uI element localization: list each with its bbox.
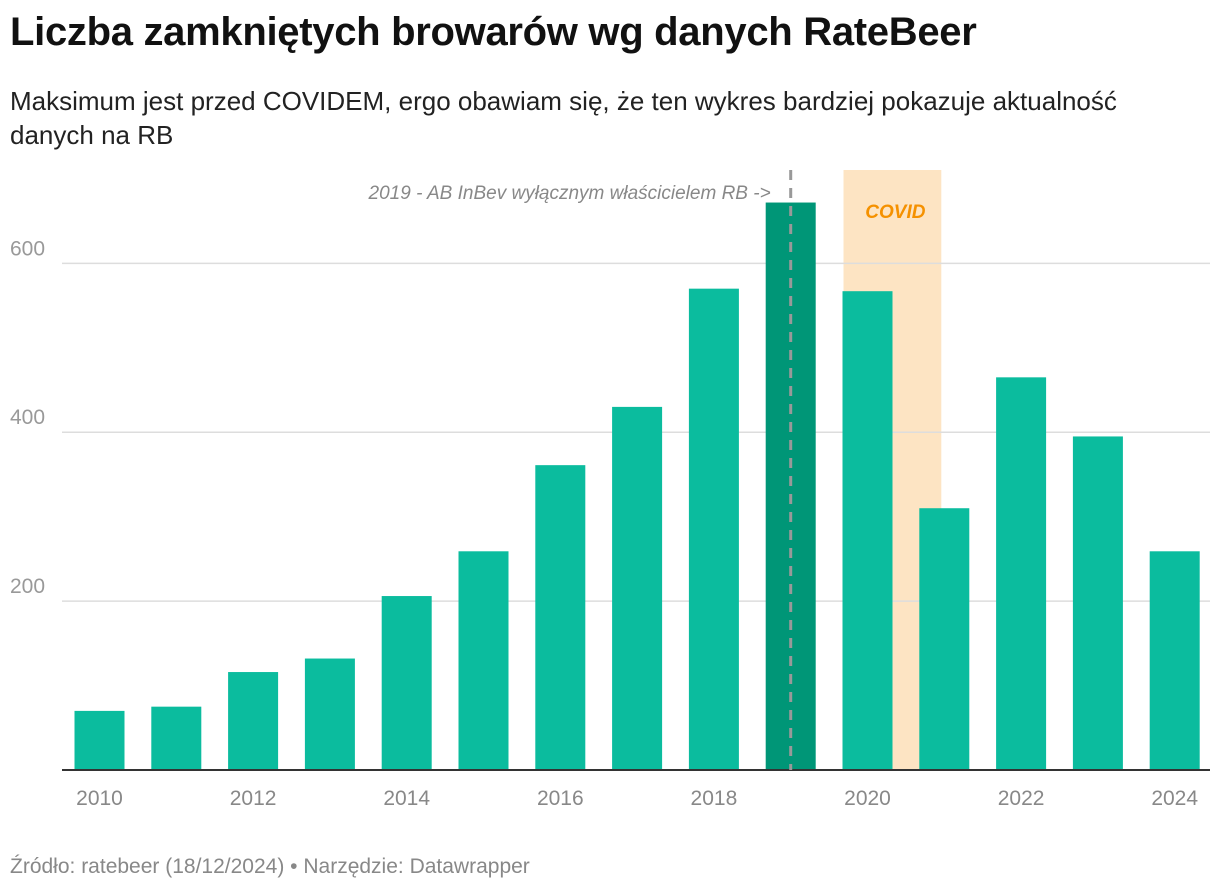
x-tick-label: 2020 — [844, 787, 891, 810]
x-tick-label: 2016 — [537, 787, 584, 810]
y-tick-label: 600 — [10, 237, 45, 260]
x-tick-label: 2010 — [76, 787, 123, 810]
x-tick-label: 2012 — [230, 787, 277, 810]
bar-2022 — [996, 377, 1047, 770]
bar-2013 — [304, 658, 355, 770]
bar-2023 — [1072, 436, 1123, 770]
x-tick-label: 2014 — [383, 787, 430, 810]
bar-2015 — [458, 551, 509, 770]
bar-2014 — [381, 596, 432, 770]
bar-2020 — [842, 291, 893, 770]
covid-annotation: COVID — [865, 202, 925, 223]
y-tick-label: 200 — [10, 575, 45, 598]
x-tick-label: 2024 — [1151, 787, 1198, 810]
ownership-annotation: 2019 - AB InBev wyłącznym właścicielem R… — [368, 183, 771, 204]
bar-2024 — [1149, 551, 1200, 770]
bar-2010 — [74, 710, 125, 770]
bar-2016 — [535, 465, 586, 770]
bar-2021 — [919, 508, 970, 770]
x-tick-label: 2018 — [691, 787, 738, 810]
chart-source: Źródło: ratebeer (18/12/2024) • Narzędzi… — [10, 855, 530, 878]
bar-2012 — [228, 672, 279, 770]
chart-title: Liczba zamkniętych browarów wg danych Ra… — [10, 10, 977, 54]
x-tick-label: 2022 — [998, 787, 1045, 810]
chart-subtitle: Maksimum jest przed COVIDEM, ergo obawia… — [10, 86, 1117, 150]
y-tick-label: 400 — [10, 406, 45, 429]
bar-2017 — [612, 406, 663, 770]
bar-2018 — [688, 288, 739, 770]
bar-2011 — [151, 706, 202, 770]
